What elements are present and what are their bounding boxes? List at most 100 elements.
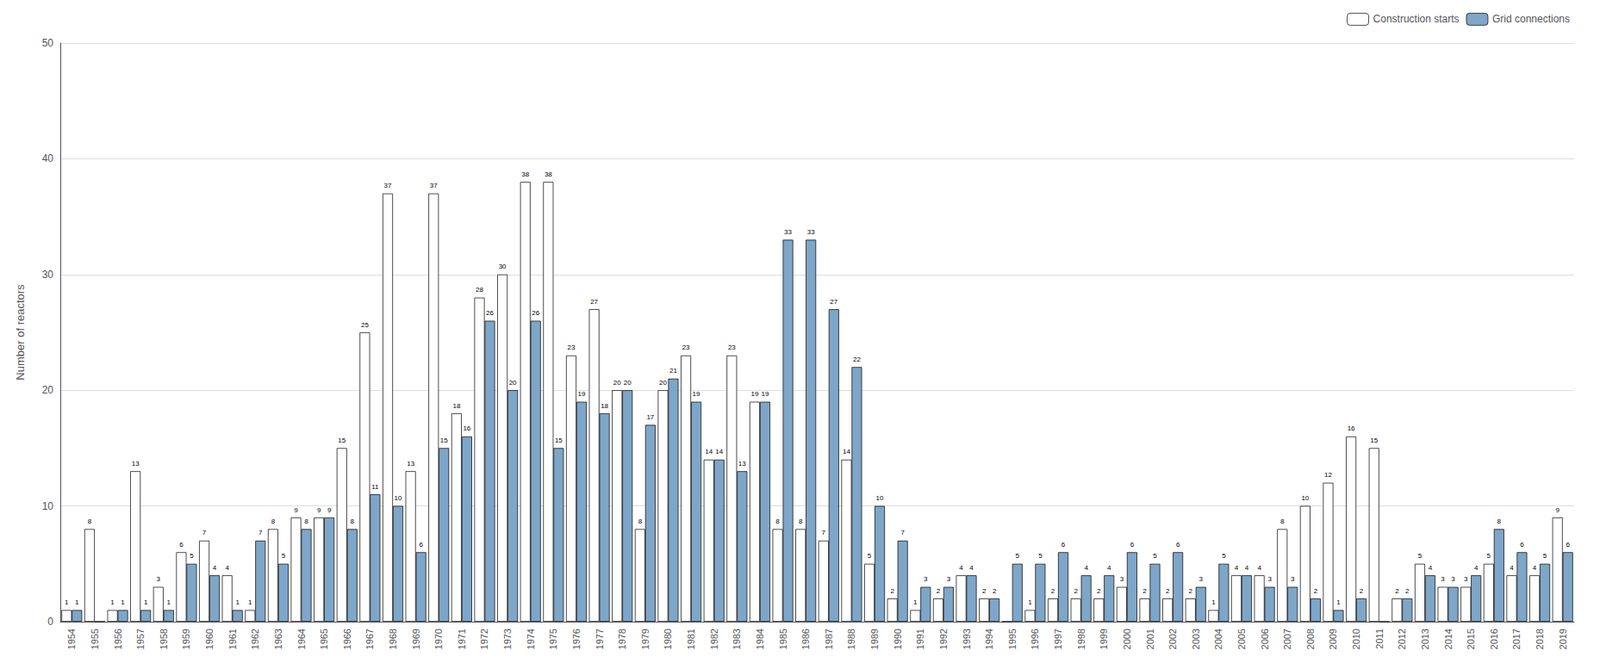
svg-text:2015: 2015 <box>1465 628 1476 650</box>
svg-text:4: 4 <box>224 564 230 573</box>
svg-text:1983: 1983 <box>731 628 742 650</box>
svg-text:38: 38 <box>544 170 553 179</box>
svg-text:1982: 1982 <box>709 628 720 650</box>
svg-text:7: 7 <box>202 529 207 537</box>
svg-text:2019: 2019 <box>1557 628 1569 650</box>
svg-text:1984: 1984 <box>754 628 766 650</box>
svg-text:1: 1 <box>143 598 149 607</box>
svg-text:1986: 1986 <box>800 628 811 650</box>
svg-text:8: 8 <box>775 517 780 526</box>
svg-text:2: 2 <box>890 587 895 596</box>
svg-text:3: 3 <box>923 575 928 584</box>
svg-text:27: 27 <box>829 298 838 306</box>
svg-text:1985: 1985 <box>778 628 789 650</box>
svg-text:15: 15 <box>554 436 563 445</box>
svg-text:1: 1 <box>913 598 918 607</box>
svg-text:1994: 1994 <box>983 628 995 650</box>
svg-text:2010: 2010 <box>1350 628 1362 650</box>
svg-text:2002: 2002 <box>1167 628 1178 650</box>
svg-text:Number of reactors: Number of reactors <box>13 284 27 381</box>
svg-text:18: 18 <box>600 402 609 411</box>
svg-text:1976: 1976 <box>571 628 582 650</box>
svg-text:2: 2 <box>992 587 997 596</box>
svg-text:18: 18 <box>452 402 461 411</box>
svg-text:10: 10 <box>42 500 55 513</box>
svg-text:8: 8 <box>1497 517 1502 526</box>
svg-text:33: 33 <box>784 228 792 237</box>
svg-text:15: 15 <box>337 436 346 445</box>
svg-text:2003: 2003 <box>1190 628 1202 650</box>
svg-text:2004: 2004 <box>1213 628 1224 650</box>
svg-text:1988: 1988 <box>846 628 857 650</box>
svg-text:5: 5 <box>1418 552 1423 561</box>
svg-text:2: 2 <box>1073 587 1078 596</box>
svg-text:7: 7 <box>821 529 827 537</box>
svg-text:4: 4 <box>212 564 218 573</box>
svg-text:3: 3 <box>1199 575 1204 584</box>
svg-text:1970: 1970 <box>433 628 444 650</box>
svg-text:30: 30 <box>498 262 507 271</box>
svg-text:2: 2 <box>1096 587 1102 596</box>
svg-text:1967: 1967 <box>364 628 375 650</box>
svg-text:50: 50 <box>42 37 55 50</box>
svg-text:1998: 1998 <box>1076 628 1087 650</box>
svg-text:12: 12 <box>1324 471 1333 480</box>
svg-text:8: 8 <box>798 517 804 526</box>
svg-text:23: 23 <box>682 343 691 352</box>
svg-text:6: 6 <box>418 541 424 549</box>
svg-text:1993: 1993 <box>961 628 972 650</box>
svg-text:2009: 2009 <box>1327 628 1339 650</box>
svg-text:1978: 1978 <box>616 628 628 650</box>
svg-text:2017: 2017 <box>1511 628 1522 650</box>
svg-text:26: 26 <box>531 309 540 318</box>
svg-text:20: 20 <box>623 379 632 387</box>
svg-text:1977: 1977 <box>594 628 605 650</box>
svg-text:5: 5 <box>1543 552 1548 561</box>
svg-text:1987: 1987 <box>823 628 835 650</box>
svg-text:5: 5 <box>1487 552 1492 561</box>
svg-text:2: 2 <box>982 587 987 596</box>
svg-text:1975: 1975 <box>547 628 559 650</box>
svg-text:2013: 2013 <box>1419 628 1431 650</box>
svg-text:1973: 1973 <box>502 628 513 650</box>
svg-text:1: 1 <box>120 598 125 607</box>
svg-text:4: 4 <box>1257 564 1262 573</box>
svg-text:2011: 2011 <box>1374 628 1385 650</box>
svg-text:2: 2 <box>1313 587 1319 596</box>
svg-text:1: 1 <box>110 598 115 607</box>
svg-text:1956: 1956 <box>112 628 124 650</box>
svg-text:8: 8 <box>87 517 93 526</box>
svg-text:38: 38 <box>521 170 530 179</box>
svg-text:4: 4 <box>1509 564 1514 573</box>
svg-text:1979: 1979 <box>640 628 651 650</box>
svg-text:1990: 1990 <box>892 628 903 650</box>
svg-text:6: 6 <box>1176 541 1181 549</box>
svg-text:1968: 1968 <box>387 628 399 650</box>
svg-text:23: 23 <box>567 343 576 352</box>
svg-text:2: 2 <box>1165 587 1171 596</box>
svg-text:1991: 1991 <box>915 628 926 650</box>
svg-text:1969: 1969 <box>410 628 422 650</box>
svg-text:22: 22 <box>852 355 861 364</box>
svg-text:1962: 1962 <box>249 628 261 650</box>
svg-text:1: 1 <box>235 598 240 607</box>
svg-text:1955: 1955 <box>89 628 100 650</box>
svg-text:1972: 1972 <box>479 628 490 650</box>
svg-text:10: 10 <box>1301 494 1309 503</box>
svg-text:4: 4 <box>1234 564 1239 573</box>
svg-text:2007: 2007 <box>1282 628 1293 650</box>
svg-text:1: 1 <box>1027 598 1033 607</box>
svg-text:1966: 1966 <box>342 628 353 650</box>
svg-text:1995: 1995 <box>1007 628 1018 650</box>
svg-text:3: 3 <box>1463 575 1469 584</box>
svg-text:0: 0 <box>47 616 54 629</box>
svg-text:3: 3 <box>1290 575 1295 584</box>
svg-text:1964: 1964 <box>296 628 307 650</box>
svg-text:1: 1 <box>1211 598 1216 607</box>
svg-text:2: 2 <box>1051 587 1056 596</box>
svg-text:28: 28 <box>475 286 484 294</box>
svg-text:5: 5 <box>189 552 194 561</box>
svg-text:1: 1 <box>1336 598 1341 607</box>
svg-text:6: 6 <box>1130 541 1135 549</box>
svg-text:9: 9 <box>1555 506 1560 515</box>
